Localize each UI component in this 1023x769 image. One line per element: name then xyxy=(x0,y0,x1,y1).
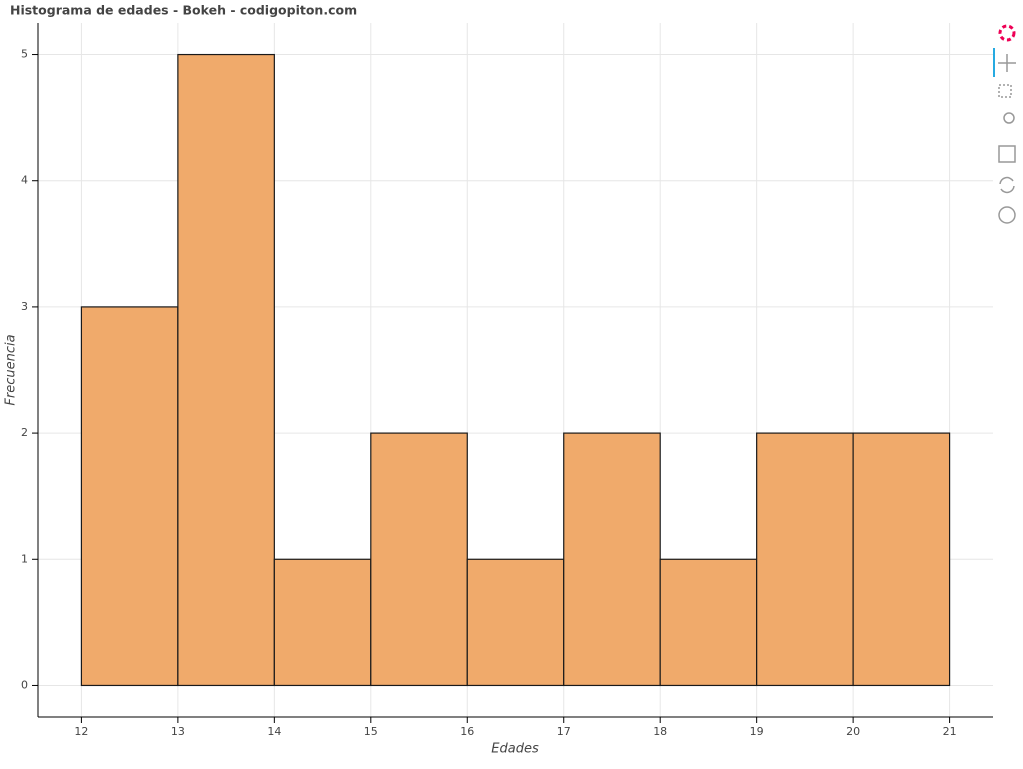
box-zoom-tool[interactable] xyxy=(998,84,1012,98)
x-tick-label: 12 xyxy=(74,725,88,738)
bar xyxy=(177,53,275,687)
bar xyxy=(273,558,372,687)
save-tool[interactable] xyxy=(998,145,1016,163)
x-tick-label: 19 xyxy=(750,725,764,738)
y-tick-label: 1 xyxy=(21,552,28,565)
bar xyxy=(466,558,565,687)
reset-tool[interactable] xyxy=(999,176,1015,194)
y-axis-label: Frecuencia xyxy=(4,334,19,405)
help-tool[interactable] xyxy=(998,206,1016,224)
x-tick-label: 18 xyxy=(653,725,667,738)
toolbar xyxy=(993,24,1016,224)
bar xyxy=(756,432,854,687)
x-tick-label: 13 xyxy=(171,725,185,738)
y-tick-label: 2 xyxy=(21,426,28,439)
wheel-zoom-tool[interactable] xyxy=(1003,112,1015,124)
bar xyxy=(563,432,661,687)
x-tick-label: 15 xyxy=(364,725,378,738)
x-tick-label: 21 xyxy=(943,725,957,738)
bar xyxy=(659,558,758,687)
x-axis-label: Edades xyxy=(491,742,539,757)
y-tick-label: 4 xyxy=(21,174,28,187)
x-tick-label: 16 xyxy=(460,725,474,738)
bar xyxy=(852,432,951,687)
bar xyxy=(370,432,468,687)
x-tick-label: 14 xyxy=(267,725,281,738)
x-tick-label: 20 xyxy=(846,725,860,738)
x-tick-label: 17 xyxy=(557,725,571,738)
bar xyxy=(80,306,179,687)
y-tick-label: 5 xyxy=(21,48,28,61)
pan-tool[interactable] xyxy=(998,54,1016,72)
y-tick-label: 0 xyxy=(21,678,28,691)
y-tick-label: 3 xyxy=(21,300,28,313)
bokeh-logo[interactable] xyxy=(998,24,1016,42)
chart-title: Histograma de edades - Bokeh - codigopit… xyxy=(10,3,357,18)
